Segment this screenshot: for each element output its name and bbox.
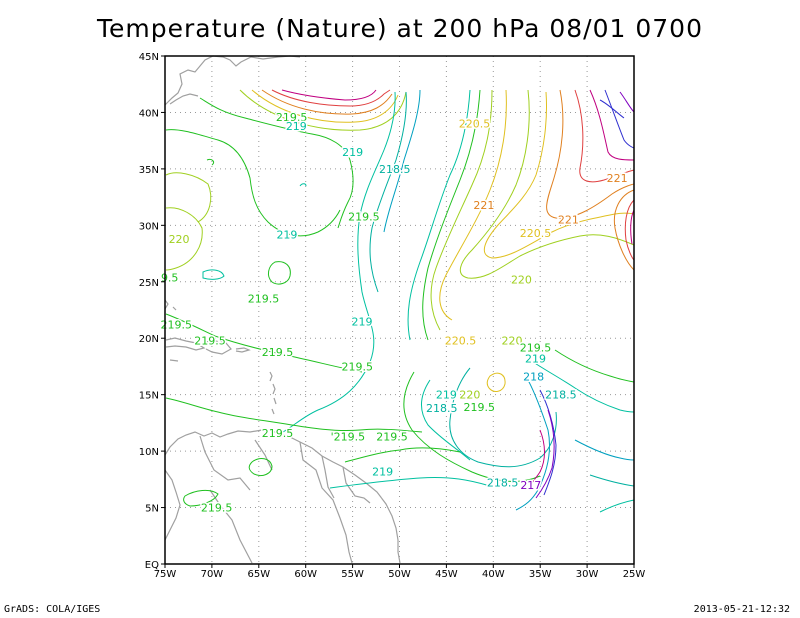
map-title: Temperature (Nature) at 200 hPa 08/01 07… (97, 14, 703, 43)
contour-label: 219.5 (262, 346, 294, 359)
contour-label: 218.5 (426, 402, 458, 415)
footer-credit: GrADS: COLA/IGES (4, 604, 101, 615)
contour-label: 221 (473, 199, 494, 212)
contour-label: 219.5 (194, 334, 226, 347)
x-tick-label: 50W (388, 569, 411, 580)
x-tick-label: 70W (201, 569, 224, 580)
contour-label: 219.5 (248, 293, 280, 306)
contour-label: 219 (286, 120, 307, 133)
contour-labels: 219.5219219218.5219.52192209.5219.521921… (159, 109, 629, 516)
contour-label: 9.5 (161, 271, 179, 284)
x-tick-label: 65W (247, 569, 270, 580)
contour-label: 219 (276, 228, 297, 241)
contour-label: 218.5 (379, 163, 411, 176)
y-tick-label: 45N (139, 52, 159, 63)
coastlines (164, 55, 401, 564)
contour-label: 219.5 (201, 502, 233, 515)
x-tick-label: 45W (435, 569, 458, 580)
contour-label: 220.5 (445, 334, 477, 347)
x-tick-label: 35W (529, 569, 552, 580)
y-tick-label: 15N (139, 391, 159, 402)
contour-label: 219.5 (276, 111, 308, 124)
x-tick-label: 30W (576, 569, 599, 580)
y-tick-label: 25N (139, 278, 159, 289)
contour-label: 219.5 (342, 360, 374, 373)
contour-label: 217 (520, 479, 541, 492)
contour-label: 219.5 (520, 341, 552, 354)
x-tick-label: 75W (154, 569, 177, 580)
contour-lines (165, 89, 635, 513)
lat-lon-grid (165, 56, 634, 564)
contour-label: 219 (342, 146, 363, 159)
y-tick-label: 20N (139, 334, 159, 345)
contour-label: 220 (459, 389, 480, 402)
x-tick-label: 60W (294, 569, 317, 580)
contour-label: 219 (372, 465, 393, 478)
contour-label: 219.5 (463, 401, 495, 414)
contour-label: 219 (436, 389, 457, 402)
contour-label: 220.5 (520, 227, 552, 240)
contour-label: 219.5 (348, 210, 380, 223)
y-tick-label: 5N (145, 504, 159, 515)
y-tick-label: 10N (139, 447, 159, 458)
contour-label: 219.5 (161, 319, 193, 332)
contour-label: 219.5 (262, 427, 294, 440)
contour-label: 221 (607, 172, 628, 185)
x-tick-label: 40W (482, 569, 505, 580)
contour-label: 218.5 (545, 389, 577, 402)
contour-label: 221 (558, 214, 579, 227)
y-tick-label: EQ (145, 560, 159, 571)
map-axes: 75W 70W 65W 60W 55W 50W 45W 40W 35W 30W 25W EQ 5N 10N… (139, 52, 646, 580)
contour-label: 220 (169, 233, 190, 246)
y-tick-label: 35N (139, 165, 159, 176)
y-tick-label: 30N (139, 221, 159, 232)
contour-label: 220 (502, 334, 523, 347)
contour-label: 219.5 (376, 430, 408, 443)
footer-timestamp: 2013-05-21-12:32 (693, 604, 790, 615)
x-tick-label: 55W (341, 569, 364, 580)
y-tick-label: 40N (139, 108, 159, 119)
x-tick-label: 25W (623, 569, 646, 580)
contour-label: 220.5 (459, 118, 491, 131)
contour-label: 219 (525, 353, 546, 366)
contour-label: 218 (523, 371, 544, 384)
contour-label: '219.5 (331, 430, 366, 443)
contour-label: 219 (351, 315, 372, 328)
contour-label: 220 (511, 274, 532, 287)
contour-label: 218.5 (487, 477, 519, 490)
map-frame (164, 55, 635, 565)
